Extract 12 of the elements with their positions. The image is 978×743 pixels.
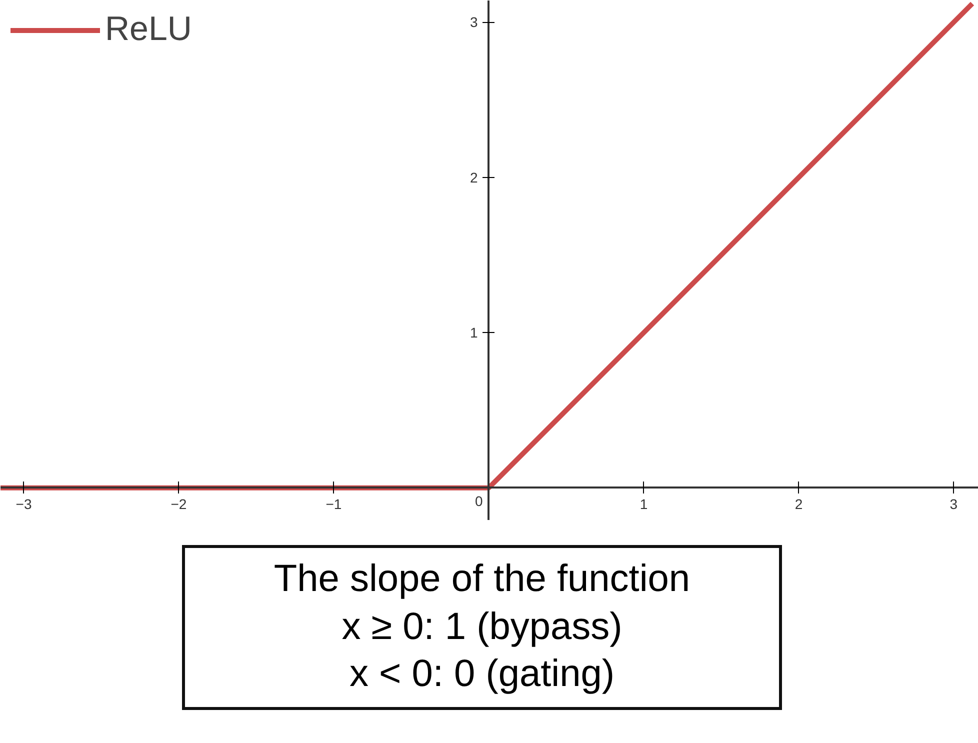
x-tick-label: 0 (474, 492, 483, 509)
x-tick-label: −3 (16, 496, 32, 512)
text: The slope of the function x ≥ 0: 1 (bypass) x < 0: 0 (gating) (182, 545, 782, 710)
y-tick-label: 1 (470, 324, 478, 341)
y-tick-label: 3 (470, 14, 478, 30)
x-tick-label: −2 (170, 496, 187, 512)
x-tick-label: 3 (950, 496, 958, 512)
legend-label: ReLU (105, 10, 192, 49)
x-tick-label: 1 (640, 496, 648, 512)
y-tick-label: 2 (470, 169, 478, 186)
x-tick-label: 2 (794, 496, 803, 512)
x-tick-label: −1 (326, 496, 342, 512)
